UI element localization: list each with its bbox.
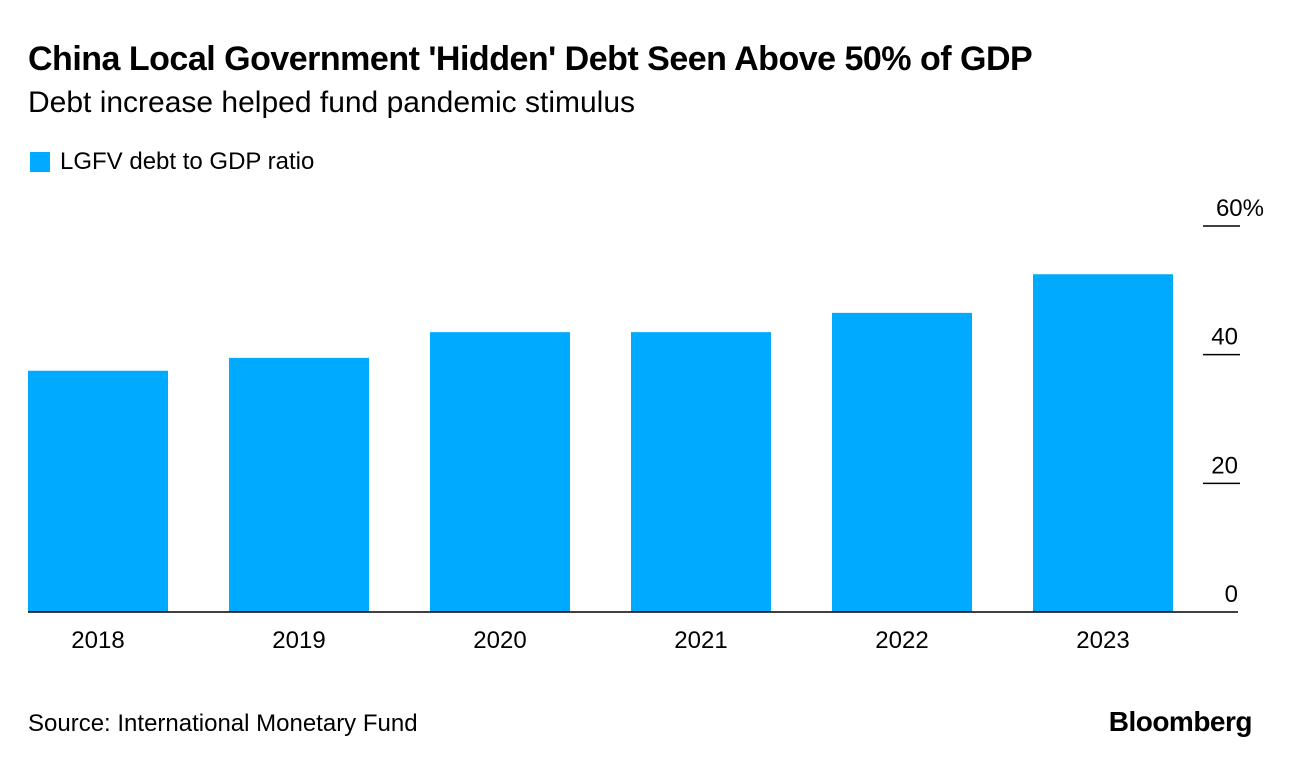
bar-2023 <box>1033 274 1173 612</box>
x-tick-label-2018: 2018 <box>71 627 124 654</box>
x-tick-label-2020: 2020 <box>473 627 526 654</box>
bar-2019 <box>229 357 369 612</box>
x-tick-label-2019: 2019 <box>272 627 325 654</box>
legend-label: LGFV debt to GDP ratio <box>60 148 315 175</box>
x-tick-label-2022: 2022 <box>875 627 928 654</box>
x-tick-label-2021: 2021 <box>674 627 727 654</box>
bar-2020 <box>430 332 570 612</box>
bar-2018 <box>28 370 168 612</box>
bar-2021 <box>631 332 771 612</box>
y-tick-label-0: 0 <box>1225 581 1238 608</box>
y-tick-label-40: 40 <box>1211 324 1238 351</box>
legend: LGFV debt to GDP ratio <box>30 148 314 176</box>
x-tick-label-2023: 2023 <box>1076 627 1129 654</box>
bar-2022 <box>832 312 972 612</box>
bloomberg-logo: Bloomberg <box>1108 706 1253 737</box>
y-tick-label-20: 20 <box>1211 452 1238 479</box>
legend-swatch <box>30 152 50 172</box>
y-tick-label-60: 60% <box>1216 195 1264 222</box>
chart-subtitle: Debt increase helped fund pandemic stimu… <box>28 86 636 119</box>
source-note: Source: International Monetary Fund <box>28 710 418 737</box>
chart-title: China Local Government 'Hidden' Debt See… <box>28 40 1033 78</box>
